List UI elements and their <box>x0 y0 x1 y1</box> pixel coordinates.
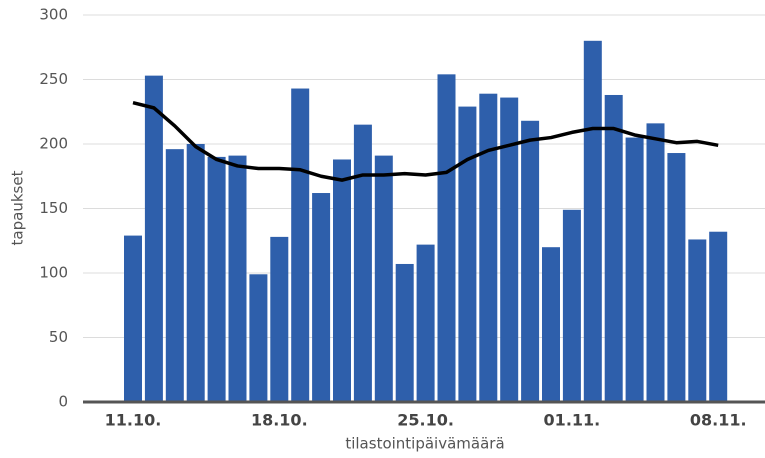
y-tick-label: 50 <box>49 328 68 346</box>
x-tick-label: 18.10. <box>251 411 308 430</box>
bar <box>500 97 519 402</box>
x-axis-label: tilastointipäivämäärä <box>345 435 504 453</box>
bar <box>207 156 226 402</box>
bar <box>562 209 581 402</box>
bar <box>353 124 372 403</box>
bar <box>709 231 728 402</box>
bar <box>228 155 247 402</box>
bar <box>458 106 477 402</box>
bar <box>186 144 205 402</box>
bar <box>144 75 163 402</box>
y-tick-label: 100 <box>39 264 68 282</box>
trend-line <box>132 101 719 182</box>
bar <box>583 40 602 403</box>
bar <box>124 235 142 402</box>
bar <box>521 120 540 402</box>
bar <box>374 155 393 402</box>
x-tick-label: 11.10. <box>105 411 162 430</box>
bar <box>312 193 331 402</box>
bar <box>646 123 665 403</box>
y-axis-label: tapaukset <box>9 170 27 245</box>
y-tick-label: 250 <box>39 70 68 88</box>
y-tick-label: 300 <box>39 6 68 24</box>
x-tick-label: 25.10. <box>397 411 454 430</box>
bar <box>625 137 644 403</box>
bar <box>165 149 184 402</box>
bar <box>395 263 414 402</box>
y-tick-label: 0 <box>58 393 68 411</box>
x-tick-label: 01.11. <box>544 411 601 430</box>
bar <box>270 236 289 402</box>
bar <box>333 159 351 402</box>
bar <box>416 244 435 402</box>
bar <box>437 74 456 402</box>
bar <box>479 93 498 402</box>
bar <box>291 88 310 402</box>
y-tick-label: 150 <box>39 199 68 217</box>
bar <box>667 153 686 402</box>
bar <box>688 239 707 402</box>
bar <box>542 247 560 402</box>
bar <box>249 274 268 402</box>
bar <box>604 94 623 402</box>
x-tick-label: 08.11. <box>690 411 747 430</box>
y-tick-label: 200 <box>39 135 68 153</box>
